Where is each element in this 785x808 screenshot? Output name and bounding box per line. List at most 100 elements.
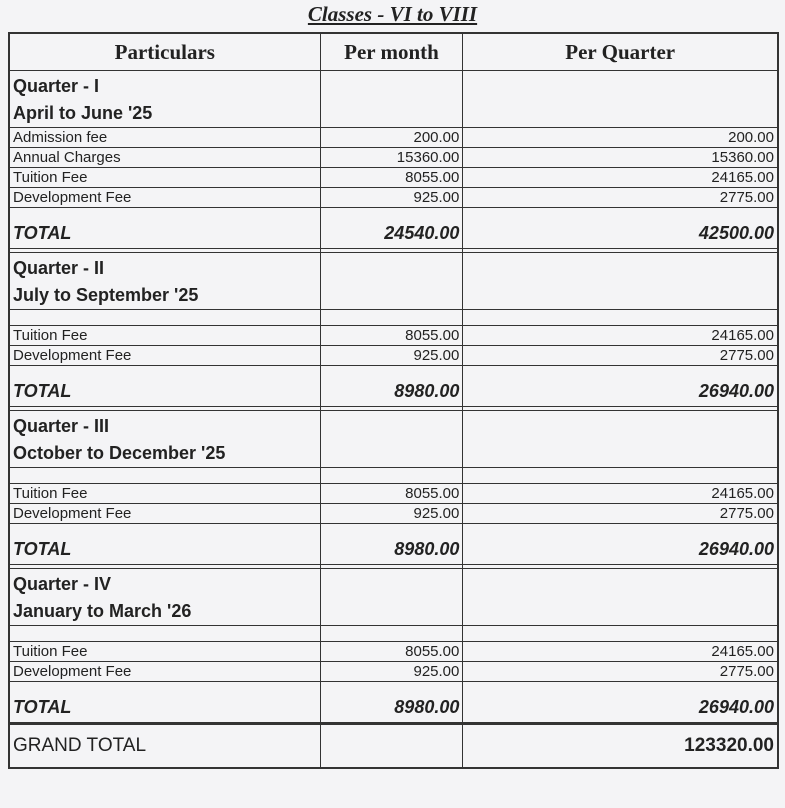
fee-per-month: 925.00	[319, 661, 464, 682]
quarter-heading: Quarter - II July to September '25	[8, 252, 321, 310]
fee-per-quarter: 24165.00	[462, 325, 779, 346]
total-label: TOTAL	[8, 523, 321, 565]
fee-label: Annual Charges	[8, 147, 321, 168]
total-row: TOTAL 8980.00 26940.00	[8, 681, 779, 724]
quarter-period: October to December '25	[13, 443, 226, 463]
fee-per-quarter: 15360.00	[462, 147, 779, 168]
fee-table: Particulars Per month Per Quarter Quarte…	[8, 32, 779, 769]
fee-row: Tuition Fee 8055.00 24165.00	[8, 167, 779, 188]
header-per-month: Per month	[319, 32, 464, 71]
quarter-header-row: Quarter - III October to December '25	[8, 410, 779, 468]
fee-label: Development Fee	[8, 187, 321, 208]
empty-cell	[462, 568, 779, 626]
quarter-period: July to September '25	[13, 285, 199, 305]
header-per-quarter: Per Quarter	[462, 32, 779, 71]
quarter-header-row: Quarter - I April to June '25	[8, 70, 779, 128]
fee-per-quarter: 2775.00	[462, 345, 779, 366]
total-per-month: 8980.00	[319, 681, 464, 724]
total-row: TOTAL 8980.00 26940.00	[8, 523, 779, 565]
empty-cell	[319, 70, 464, 128]
total-per-quarter: 42500.00	[462, 207, 779, 249]
fee-row: Development Fee 925.00 2775.00	[8, 503, 779, 524]
fee-per-quarter: 24165.00	[462, 167, 779, 188]
fee-label: Development Fee	[8, 503, 321, 524]
total-per-quarter: 26940.00	[462, 681, 779, 724]
quarter-header-row: Quarter - II July to September '25	[8, 252, 779, 310]
empty-cell	[462, 70, 779, 128]
fee-row: Development Fee 925.00 2775.00	[8, 345, 779, 366]
empty-cell	[319, 568, 464, 626]
quarter-name: Quarter - IV	[13, 574, 112, 594]
fee-per-month: 8055.00	[319, 167, 464, 188]
empty-cell	[319, 410, 464, 468]
total-row: TOTAL 24540.00 42500.00	[8, 207, 779, 249]
grand-total-label: GRAND TOTAL	[8, 722, 321, 769]
total-per-month: 8980.00	[319, 365, 464, 407]
quarter-period: April to June '25	[13, 103, 153, 123]
fee-label: Development Fee	[8, 345, 321, 366]
empty-cell	[8, 467, 321, 484]
fee-row: Annual Charges 15360.00 15360.00	[8, 147, 779, 168]
fee-label: Tuition Fee	[8, 167, 321, 188]
total-label: TOTAL	[8, 681, 321, 724]
fee-per-quarter: 2775.00	[462, 187, 779, 208]
fee-row: Development Fee 925.00 2775.00	[8, 661, 779, 682]
quarter-name: Quarter - III	[13, 416, 110, 436]
quarter-name: Quarter - II	[13, 258, 105, 278]
header-particulars: Particulars	[8, 32, 321, 71]
fee-per-month: 8055.00	[319, 325, 464, 346]
blank-row	[8, 467, 779, 484]
quarter-heading: Quarter - I April to June '25	[8, 70, 321, 128]
fee-row: Admission fee 200.00 200.00	[8, 127, 779, 148]
fee-row: Development Fee 925.00 2775.00	[8, 187, 779, 208]
fee-row: Tuition Fee 8055.00 24165.00	[8, 641, 779, 662]
fee-label: Admission fee	[8, 127, 321, 148]
fee-per-month: 925.00	[319, 503, 464, 524]
empty-cell	[462, 309, 779, 326]
empty-cell	[319, 467, 464, 484]
fee-per-month: 200.00	[319, 127, 464, 148]
total-per-quarter: 26940.00	[462, 365, 779, 407]
fee-label: Tuition Fee	[8, 483, 321, 504]
empty-cell	[319, 309, 464, 326]
empty-cell	[319, 252, 464, 310]
total-per-quarter: 26940.00	[462, 523, 779, 565]
empty-cell	[8, 625, 321, 642]
blank-row	[8, 625, 779, 642]
total-per-month: 24540.00	[319, 207, 464, 249]
grand-total-row: GRAND TOTAL 123320.00	[8, 722, 779, 769]
fee-per-quarter: 24165.00	[462, 641, 779, 662]
quarter-heading: Quarter - IV January to March '26	[8, 568, 321, 626]
fee-per-quarter: 200.00	[462, 127, 779, 148]
fee-row: Tuition Fee 8055.00 24165.00	[8, 325, 779, 346]
fee-per-quarter: 2775.00	[462, 503, 779, 524]
empty-cell	[319, 625, 464, 642]
empty-cell	[462, 410, 779, 468]
quarter-name: Quarter - I	[13, 76, 100, 96]
total-label: TOTAL	[8, 207, 321, 249]
header-row: Particulars Per month Per Quarter	[8, 32, 779, 71]
fee-label: Development Fee	[8, 661, 321, 682]
quarter-header-row: Quarter - IV January to March '26	[8, 568, 779, 626]
quarter-heading: Quarter - III October to December '25	[8, 410, 321, 468]
total-row: TOTAL 8980.00 26940.00	[8, 365, 779, 407]
fee-label: Tuition Fee	[8, 641, 321, 662]
fee-per-month: 15360.00	[319, 147, 464, 168]
grand-total-month	[319, 722, 464, 769]
fee-per-month: 925.00	[319, 187, 464, 208]
document-title: Classes - VI to VIII	[307, 2, 478, 26]
quarter-period: January to March '26	[13, 601, 192, 621]
empty-cell	[462, 625, 779, 642]
total-per-month: 8980.00	[319, 523, 464, 565]
fee-per-quarter: 24165.00	[462, 483, 779, 504]
fee-label: Tuition Fee	[8, 325, 321, 346]
fee-row: Tuition Fee 8055.00 24165.00	[8, 483, 779, 504]
fee-per-month: 925.00	[319, 345, 464, 366]
fee-per-month: 8055.00	[319, 483, 464, 504]
blank-row	[8, 309, 779, 326]
fee-per-quarter: 2775.00	[462, 661, 779, 682]
empty-cell	[462, 252, 779, 310]
empty-cell	[8, 309, 321, 326]
grand-total-value: 123320.00	[462, 722, 779, 769]
total-label: TOTAL	[8, 365, 321, 407]
